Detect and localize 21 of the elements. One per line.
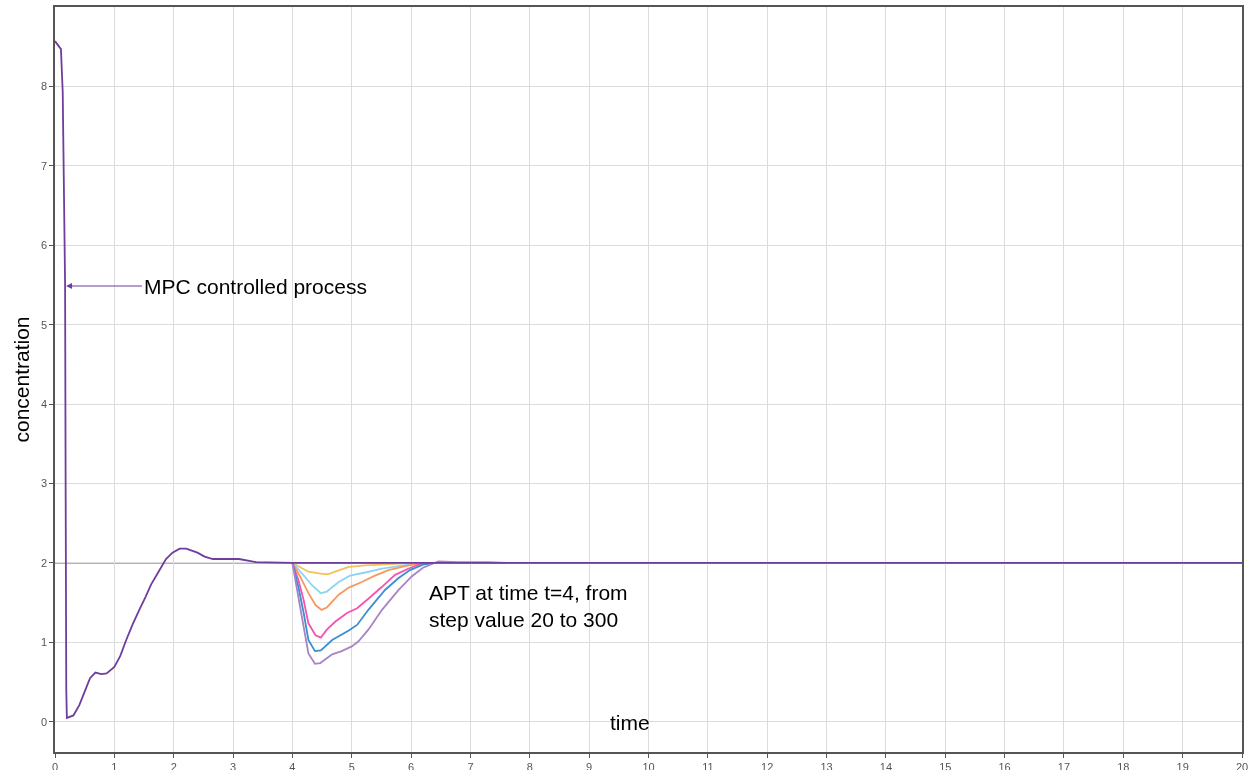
- x-axis-title: time: [610, 711, 650, 734]
- x-tick-label: 2: [170, 760, 177, 770]
- y-tick-label: 8: [40, 80, 48, 93]
- y-tick-label: 4: [40, 397, 48, 410]
- y-tick-label: 6: [40, 239, 48, 252]
- x-tick-label: 12: [761, 760, 774, 770]
- x-tick-label: 17: [1057, 760, 1071, 770]
- y-tick-label: 7: [40, 159, 48, 172]
- annotation: APT at time t=4, from step value 20 to 300: [429, 581, 628, 632]
- x-tick-label: 1: [111, 760, 118, 770]
- y-tick-label: 1: [40, 636, 48, 649]
- y-axis-title: concentration: [9, 316, 33, 443]
- y-tick-label: 2: [40, 556, 48, 569]
- x-tick-label: 11: [702, 760, 714, 770]
- x-tick-label: 14: [879, 760, 893, 770]
- y-tick-label: 0: [40, 715, 48, 728]
- x-tick-label: 4: [289, 760, 296, 770]
- x-tick-label: 7: [467, 760, 474, 770]
- y-tick-label: 3: [40, 477, 48, 490]
- y-tick-label: 5: [40, 318, 48, 331]
- annotation: MPC controlled process: [144, 275, 367, 298]
